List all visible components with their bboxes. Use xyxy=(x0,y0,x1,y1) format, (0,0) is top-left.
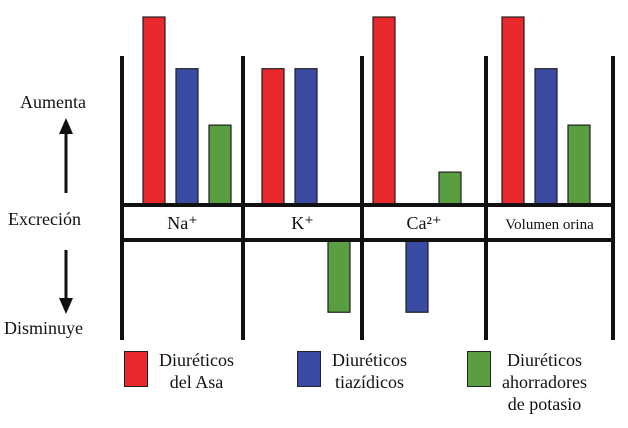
category-labels: Na⁺ K⁺ Ca²⁺ Volumen orina xyxy=(167,213,594,233)
legend-swatch-red xyxy=(124,351,148,387)
bar-3-4 xyxy=(567,124,591,206)
bar-1-1 xyxy=(142,16,166,206)
legend-label-asa: Diuréticos del Asa xyxy=(159,350,234,392)
bar-2-1 xyxy=(175,68,199,206)
legend-item-asa: Diuréticos del Asa xyxy=(124,349,234,393)
y-axis-label: Excreción xyxy=(8,209,81,229)
bar-1-4 xyxy=(501,16,525,206)
category-label-4: Volumen orina xyxy=(505,217,594,233)
bar-2-3 xyxy=(405,239,429,313)
legend-item-ahorradores: Diuréticos ahorradores de potasio xyxy=(467,349,587,415)
category-label-3: Ca²⁺ xyxy=(407,213,442,233)
direction-arrows xyxy=(59,118,73,314)
y-bottom-label: Disminuye xyxy=(4,318,83,338)
category-label-1: Na⁺ xyxy=(167,213,198,233)
bar-3-1 xyxy=(208,124,232,206)
bar-3-3 xyxy=(438,171,462,206)
frame-layer xyxy=(120,56,615,340)
bar-layer xyxy=(142,16,591,313)
bar-3-2 xyxy=(327,239,351,313)
bar-2-4 xyxy=(534,68,558,206)
up-arrow-icon xyxy=(59,118,73,134)
legend-swatch-green xyxy=(467,351,491,387)
bar-1-2 xyxy=(261,68,285,206)
legend-label-tiazidicos: Diuréticos tiazídicos xyxy=(332,350,407,392)
bar-2-2 xyxy=(294,68,318,206)
legend-swatch-blue xyxy=(297,351,321,387)
legend-item-tiazidicos: Diuréticos tiazídicos xyxy=(297,349,407,393)
bar-1-3 xyxy=(372,16,396,206)
y-top-label: Aumenta xyxy=(20,92,86,112)
legend-label-ahorradores: Diuréticos ahorradores de potasio xyxy=(502,350,587,414)
down-arrow-icon xyxy=(59,298,73,314)
category-label-2: K⁺ xyxy=(291,213,314,233)
